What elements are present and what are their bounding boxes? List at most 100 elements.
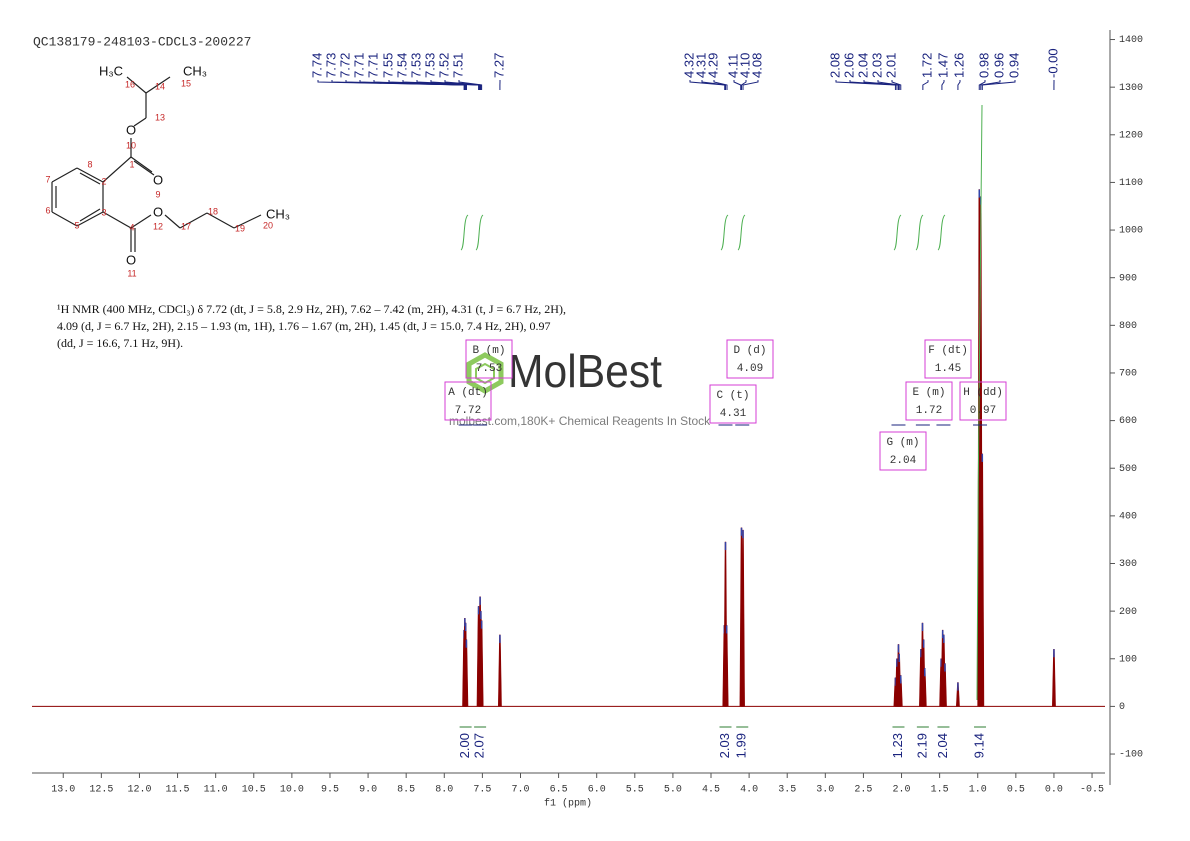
peak-label: 7.51	[450, 53, 465, 78]
atom-number: 7	[45, 174, 50, 184]
y-tick-label: 1200	[1119, 130, 1143, 141]
atom-group: H₃C	[99, 63, 123, 78]
multiplet-name: F (dt)	[928, 345, 968, 357]
multiplet-name: C (t)	[716, 390, 749, 402]
y-tick-label: 700	[1119, 369, 1137, 380]
multiplet-box	[905, 381, 953, 421]
y-tick-label: 600	[1119, 416, 1137, 427]
bond	[233, 214, 262, 229]
y-tick-label: 1400	[1119, 35, 1143, 46]
description-line: ¹H NMR (400 MHz, CDCl₃) δ 7.72 (dt, J = …	[57, 302, 566, 316]
integral-curve	[976, 104, 983, 701]
bond	[76, 211, 104, 227]
integral-curve	[893, 214, 902, 251]
x-tick-label: -0.5	[1080, 785, 1104, 796]
integral-label: 2.00	[457, 733, 472, 758]
peak-label: 2.06	[841, 53, 856, 78]
integral-label: 1.99	[734, 733, 749, 758]
peak-connector	[689, 80, 726, 90]
x-tick-label: 8.5	[397, 785, 415, 796]
multiplet-shift: 1.72	[916, 405, 942, 417]
integral-label: 9.14	[971, 733, 986, 758]
x-tick-label: 10.5	[242, 785, 266, 796]
multiplet-box	[465, 339, 513, 379]
bond	[206, 212, 235, 229]
watermark-brand: MolBest	[508, 345, 662, 397]
integral-curve	[737, 214, 746, 251]
bond	[102, 156, 132, 183]
peak-label: 7.27	[491, 53, 506, 78]
peak-connector	[922, 80, 929, 90]
bond	[145, 76, 171, 94]
atom-number: 4	[129, 222, 134, 232]
peak-label: 4.29	[705, 53, 720, 78]
peak	[464, 639, 469, 707]
atom-number: 1	[129, 159, 134, 169]
peak-label: 4.31	[693, 53, 708, 78]
peak-label: 7.55	[380, 53, 395, 78]
x-axis-label: f1 (ppm)	[544, 798, 592, 810]
y-tick-label: 800	[1119, 321, 1137, 332]
y-tick-label: 200	[1119, 607, 1137, 618]
x-tick-label: 5.0	[664, 785, 682, 796]
peak-label: 2.03	[869, 53, 884, 78]
peak-connector	[891, 80, 902, 90]
y-tick-label: -100	[1119, 750, 1143, 761]
x-tick-label: 8.0	[435, 785, 453, 796]
multiplet-name: B (m)	[472, 345, 505, 357]
x-tick-label: 7.0	[511, 785, 529, 796]
atom-group: O	[153, 204, 163, 219]
bond	[76, 167, 104, 183]
logo-icon	[475, 362, 495, 385]
peak-label: 0.98	[976, 53, 991, 78]
logo-icon	[466, 352, 504, 394]
integral-label: 2.19	[914, 733, 929, 758]
atom-group: CH₃	[183, 63, 207, 78]
y-tick-label: 300	[1119, 559, 1137, 570]
peak-label: 1.47	[935, 53, 950, 78]
atom-number: 8	[87, 159, 92, 169]
bond	[130, 156, 153, 173]
multiplet-name: G (m)	[886, 437, 919, 449]
peak-connector	[863, 80, 899, 90]
atom-group: O	[126, 252, 136, 267]
x-tick-label: 6.0	[588, 785, 606, 796]
structure	[51, 76, 262, 252]
integral-label: 2.03	[717, 733, 732, 758]
multiplet-shift: 0.97	[970, 405, 996, 417]
integral-curve	[915, 214, 924, 251]
peak-label: 7.54	[394, 53, 409, 78]
atom-group: CH₃	[266, 206, 290, 221]
peak-connector	[742, 80, 759, 90]
watermark: MolBest molbest.com,180K+ Chemical Reage…	[449, 345, 711, 428]
peak-label: 4.10	[737, 53, 752, 78]
atom-group: O	[126, 122, 136, 137]
atom-number: 13	[155, 112, 165, 122]
bond	[51, 211, 78, 227]
y-tick-label: 1000	[1119, 226, 1143, 237]
peak-label: 0.94	[1006, 53, 1021, 78]
x-tick-label: 5.5	[626, 785, 644, 796]
y-tick-label: 500	[1119, 464, 1137, 475]
bond	[179, 212, 208, 229]
peak-connector	[444, 80, 482, 90]
atom-number: 15	[181, 78, 191, 88]
peak-label: 2.01	[883, 53, 898, 78]
multiplet-shift: 7.72	[455, 405, 481, 417]
atom-number: 18	[208, 206, 218, 216]
bond	[102, 211, 132, 229]
multiplet-name: H (dd)	[963, 387, 1003, 399]
x-tick-label: 4.5	[702, 785, 720, 796]
peak-label: 7.74	[309, 53, 324, 78]
x-tick-label: 11.0	[204, 785, 228, 796]
peak-label: 2.04	[855, 53, 870, 78]
multiplet-box	[709, 384, 757, 424]
peak-connector	[701, 80, 726, 90]
x-tick-label: 10.0	[280, 785, 304, 796]
y-tick-label: 1100	[1119, 178, 1143, 189]
integral-label: 1.23	[890, 733, 905, 758]
y-tick-label: 400	[1119, 512, 1137, 523]
integral-curve	[460, 214, 469, 251]
x-tick-label: 13.0	[51, 785, 75, 796]
